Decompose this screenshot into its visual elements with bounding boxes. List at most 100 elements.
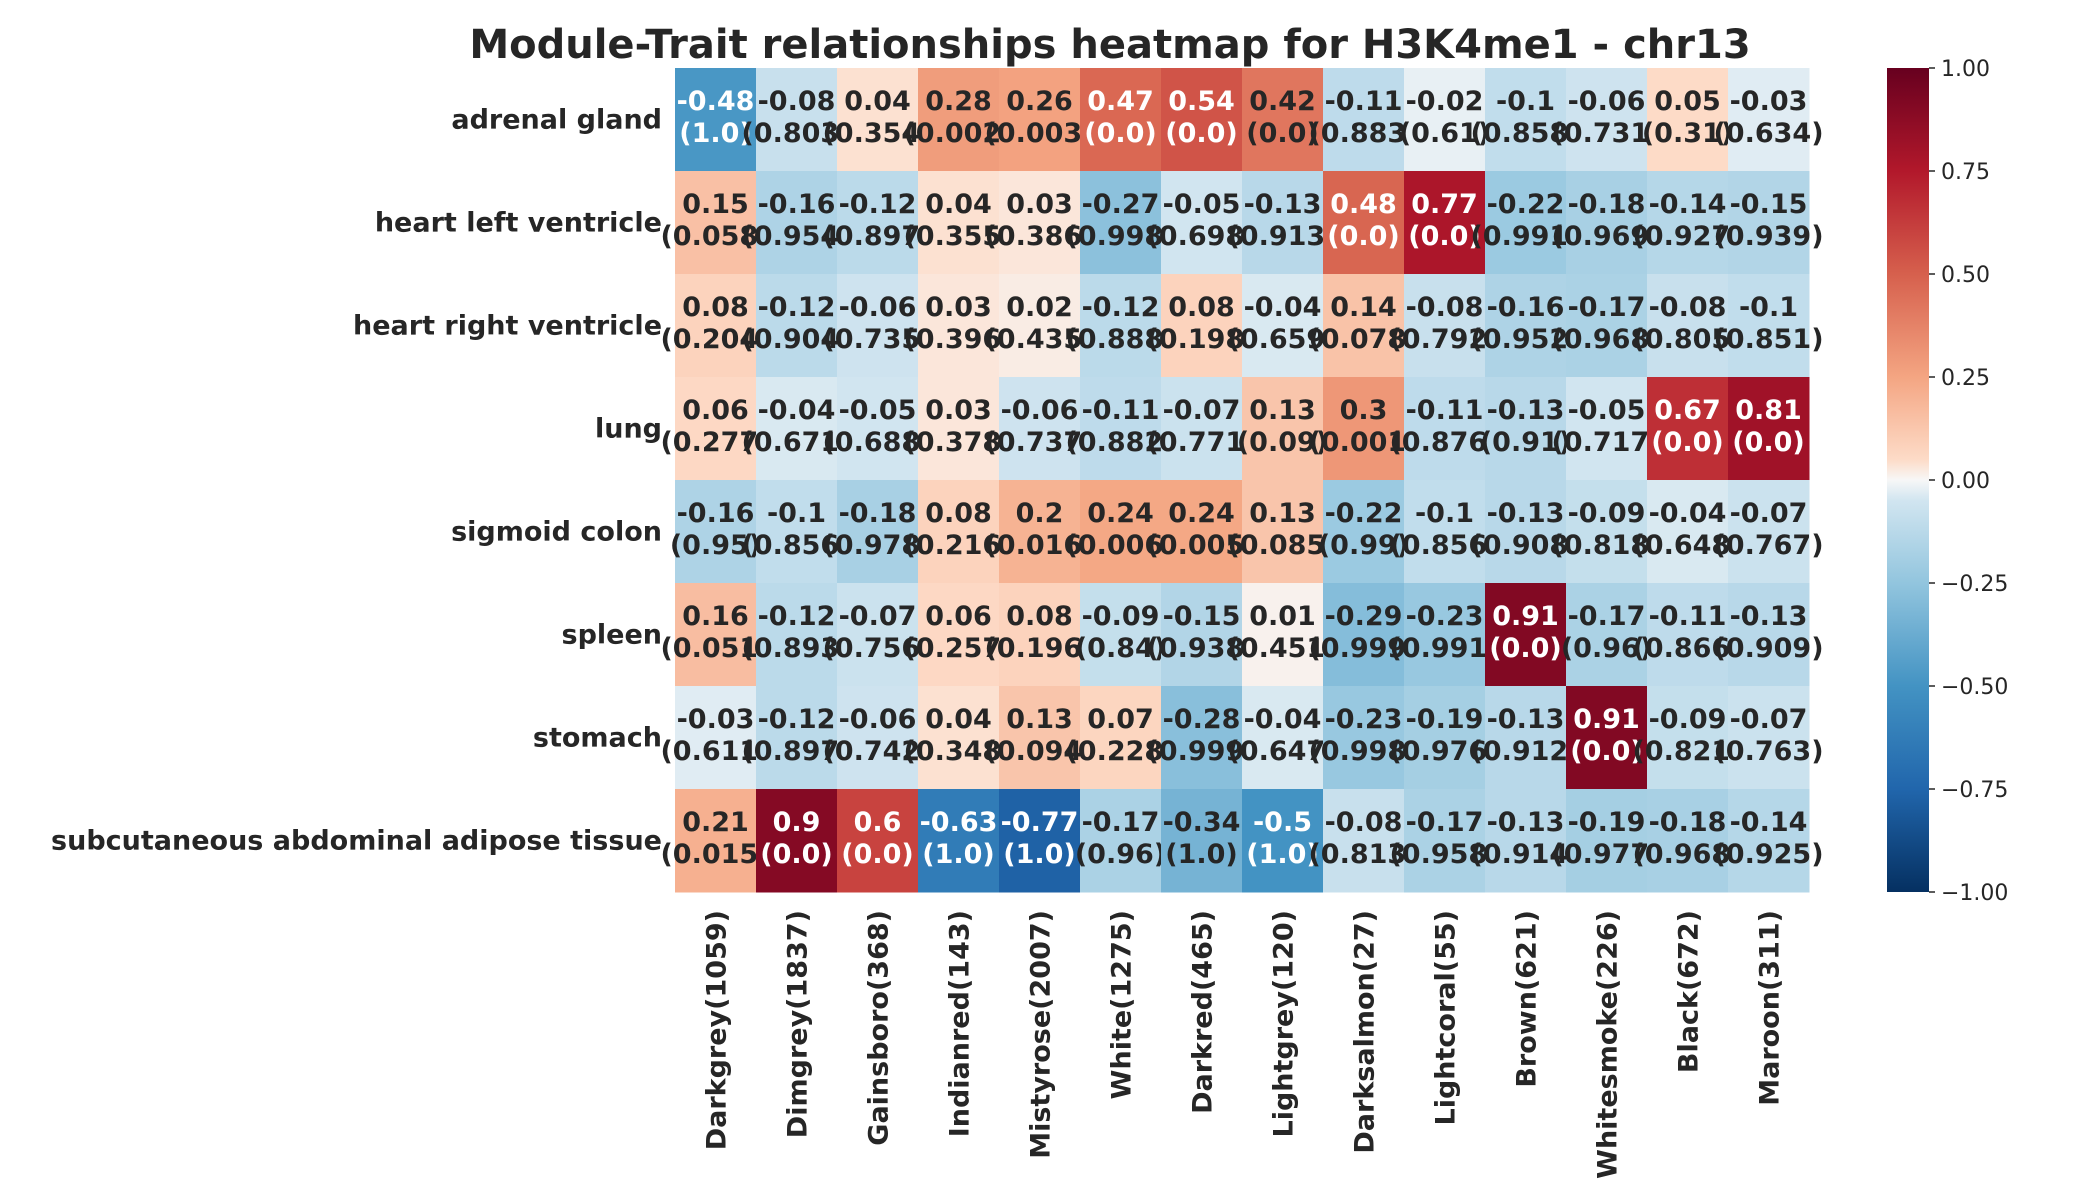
heatmap-cell [756, 68, 838, 172]
cell-value-label: 0.04 [844, 86, 911, 117]
cell-pvalue-label: (0.893) [741, 633, 851, 664]
cell-pvalue-label: (1.0) [1003, 839, 1076, 870]
column-label: Dimgrey(1837) [783, 910, 814, 1138]
heatmap-cell [675, 583, 757, 687]
cell-value-label: -0.77 [1001, 807, 1079, 838]
cell-value-label: -0.17 [1568, 601, 1646, 632]
cell-value-label: -0.13 [1487, 395, 1565, 426]
heatmap-cell [1647, 789, 1729, 893]
cell-pvalue-label: (0.991) [1389, 633, 1499, 664]
cell-pvalue-label: (0.717) [1551, 427, 1661, 458]
heatmap-cell [1323, 480, 1405, 584]
cell-pvalue-label: (0.904) [741, 324, 851, 355]
heatmap-cell [1080, 480, 1162, 584]
cell-value-label: -0.48 [677, 86, 755, 117]
cell-value-label: 0.91 [1492, 601, 1559, 632]
cell-value-label: -0.08 [1325, 807, 1403, 838]
heatmap-cell [999, 686, 1081, 790]
cell-value-label: 0.08 [925, 498, 992, 529]
cell-value-label: -0.11 [1649, 601, 1727, 632]
cell-pvalue-label: (0.731) [1551, 118, 1661, 149]
cell-value-label: -0.07 [1730, 498, 1808, 529]
cell-pvalue-label: (0.0) [1408, 221, 1481, 252]
cell-pvalue-label: (0.882) [1065, 427, 1175, 458]
cell-value-label: 0.9 [773, 807, 821, 838]
heatmap-cell [837, 377, 919, 481]
heatmap-cell [1647, 274, 1729, 378]
cell-value-label: 0.16 [682, 601, 749, 632]
row-label: stomach [533, 723, 662, 754]
cell-pvalue-label: (0.196) [984, 633, 1094, 664]
cell-value-label: -0.17 [1568, 292, 1646, 323]
heatmap-cell [1566, 583, 1648, 687]
cell-value-label: -0.18 [1568, 189, 1646, 220]
cell-value-label: 0.08 [682, 292, 749, 323]
cell-value-label: 0.2 [1016, 498, 1064, 529]
cell-value-label: -0.11 [1082, 395, 1160, 426]
cell-value-label: -0.12 [1082, 292, 1160, 323]
heatmap-cell [756, 480, 838, 584]
row-label: heart right ventricle [353, 311, 662, 342]
cell-pvalue-label: (0.09) [1237, 427, 1328, 458]
cell-value-label: 0.26 [1006, 86, 1073, 117]
cell-value-label: -0.08 [1406, 292, 1484, 323]
cell-value-label: 0.03 [1006, 189, 1073, 220]
heatmap-cell [918, 274, 1000, 378]
cell-value-label: -0.08 [1649, 292, 1727, 323]
heatmap-cell [1404, 583, 1486, 687]
cell-pvalue-label: (0.818) [1551, 530, 1661, 561]
cell-value-label: -0.04 [1244, 704, 1322, 735]
cell-pvalue-label: (0.866) [1632, 633, 1742, 664]
heatmap-cell [1161, 171, 1243, 275]
column-label: Brown(621) [1512, 910, 1543, 1088]
cell-value-label: -0.19 [1406, 704, 1484, 735]
cell-value-label: -0.27 [1082, 189, 1160, 220]
cell-pvalue-label: (0.998) [1065, 221, 1175, 252]
cell-pvalue-label: (0.735) [822, 324, 932, 355]
heatmap-cell [999, 583, 1081, 687]
cell-value-label: 0.54 [1168, 86, 1235, 117]
heatmap-cell [1404, 274, 1486, 378]
cell-value-label: -0.08 [758, 86, 836, 117]
cell-pvalue-label: (0.914) [1470, 839, 1580, 870]
cell-value-label: 0.05 [1654, 86, 1721, 117]
cell-value-label: -0.14 [1730, 807, 1808, 838]
cell-pvalue-label: (0.61) [1399, 118, 1490, 149]
cell-value-label: -0.22 [1487, 189, 1565, 220]
cell-value-label: 0.03 [925, 292, 992, 323]
cell-pvalue-label: (0.051) [660, 633, 770, 664]
cell-value-label: 0.77 [1411, 189, 1478, 220]
cell-pvalue-label: (0.851) [1713, 324, 1823, 355]
cell-value-label: -0.15 [1730, 189, 1808, 220]
heatmap-cell [1242, 789, 1324, 893]
cell-value-label: -0.23 [1325, 704, 1403, 735]
column-label: Black(672) [1674, 910, 1705, 1073]
heatmap-cell [1161, 68, 1243, 172]
cell-value-label: -0.03 [1730, 86, 1808, 117]
cell-value-label: 0.81 [1735, 395, 1802, 426]
heatmap-cell [1323, 686, 1405, 790]
heatmap-cell [1566, 68, 1648, 172]
cell-pvalue-label: (0.0) [1327, 221, 1400, 252]
heatmap-cell [675, 171, 757, 275]
heatmap-cell [837, 686, 919, 790]
cell-pvalue-label: (0.897) [822, 221, 932, 252]
cell-pvalue-label: (0.006) [1065, 530, 1175, 561]
heatmap-cell [1728, 171, 1810, 275]
cell-pvalue-label: (0.805) [1632, 324, 1742, 355]
cell-value-label: -0.07 [1163, 395, 1241, 426]
heatmap-cell [1485, 274, 1567, 378]
cell-value-label: 0.03 [925, 395, 992, 426]
cell-pvalue-label: (0.0) [1732, 427, 1805, 458]
cell-pvalue-label: (0.927) [1632, 221, 1742, 252]
cell-value-label: -0.07 [839, 601, 917, 632]
cell-pvalue-label: (0.015) [660, 839, 770, 870]
heatmap-cell [1080, 583, 1162, 687]
cell-pvalue-label: (0.96) [1561, 633, 1652, 664]
heatmap-cell [1485, 171, 1567, 275]
row-label: adrenal gland [451, 105, 662, 136]
cell-pvalue-label: (0.737) [984, 427, 1094, 458]
heatmap-cells: -0.48(1.0)-0.08(0.803)0.04(0.354)0.28(0.… [660, 68, 1824, 893]
cell-pvalue-label: (0.634) [1713, 118, 1823, 149]
